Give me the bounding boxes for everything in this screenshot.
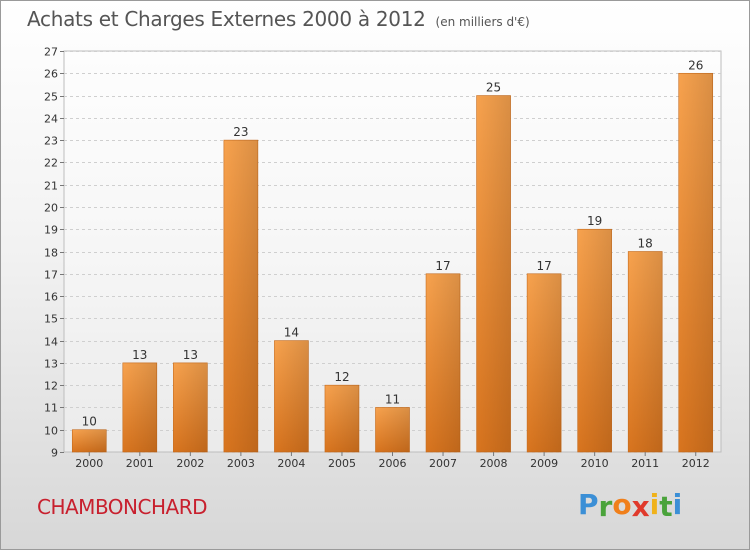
bar-shade [173, 362, 208, 452]
bar-shade [476, 95, 511, 453]
y-tick-label: 19 [44, 224, 58, 237]
y-tick-label: 21 [44, 180, 58, 193]
y-tick-label: 25 [44, 91, 58, 104]
y-tick-label: 23 [44, 135, 58, 148]
y-tick-label: 11 [44, 402, 58, 415]
logo-letter: x [631, 490, 650, 523]
place-name: CHAMBONCHARD [37, 495, 208, 519]
bar-value-label: 10 [82, 415, 97, 429]
y-tick-label: 26 [44, 68, 58, 81]
proxiti-logo[interactable]: Proxiti [578, 488, 683, 523]
bar-shade [628, 251, 663, 452]
bar-shade [223, 140, 258, 452]
bar-shade [527, 273, 562, 452]
y-tick-label: 20 [44, 202, 58, 215]
bar-value-label: 18 [638, 237, 653, 251]
y-tick-label: 12 [44, 380, 58, 393]
logo-letter: t [659, 490, 673, 523]
logo-letter: o [612, 488, 632, 521]
bar-value-label: 13 [183, 348, 198, 362]
x-tick-label: 2007 [429, 457, 457, 470]
x-tick-label: 2000 [75, 457, 103, 470]
y-tick-label: 15 [44, 313, 58, 326]
x-tick-label: 2002 [176, 457, 204, 470]
x-tick-label: 2003 [227, 457, 255, 470]
bar-shade [375, 407, 410, 452]
bar-value-label: 17 [536, 259, 551, 273]
bar-shade [678, 73, 713, 453]
y-tick-label: 14 [44, 336, 58, 349]
logo-letter: i [649, 488, 660, 521]
chart-unit: (en milliers d'€) [435, 15, 530, 29]
y-tick-label: 16 [44, 291, 58, 304]
y-tick-label: 24 [44, 113, 58, 126]
bar-value-label: 25 [486, 81, 501, 95]
logo-letter: P [578, 488, 599, 521]
bar-value-label: 17 [435, 259, 450, 273]
y-tick-label: 9 [51, 447, 58, 460]
bar-value-label: 14 [284, 326, 299, 340]
bar-shade [577, 229, 612, 452]
bar-value-label: 13 [132, 348, 147, 362]
y-tick-label: 17 [44, 269, 58, 282]
chart-title: Achats et Charges Externes 2000 à 2012 (e… [27, 7, 530, 31]
bar-value-label: 11 [385, 392, 400, 406]
bar-value-label: 23 [233, 125, 248, 139]
bar-value-label: 26 [688, 58, 703, 72]
x-tick-label: 2008 [480, 457, 508, 470]
x-tick-label: 2012 [682, 457, 710, 470]
y-tick-label: 10 [44, 425, 58, 438]
x-tick-label: 2009 [530, 457, 558, 470]
x-tick-label: 2010 [581, 457, 609, 470]
bar-shade [324, 385, 359, 452]
x-tick-label: 2006 [379, 457, 407, 470]
y-tick-label: 27 [44, 46, 58, 59]
bar-shade [72, 429, 107, 452]
x-tick-label: 2001 [126, 457, 154, 470]
x-tick-label: 2005 [328, 457, 356, 470]
bar-shade [426, 273, 461, 452]
y-tick-label: 22 [44, 157, 58, 170]
logo-letter: r [598, 490, 613, 523]
y-tick-label: 18 [44, 247, 58, 260]
bar-shade [274, 340, 309, 452]
x-tick-label: 2004 [277, 457, 305, 470]
chart-title-text: Achats et Charges Externes 2000 à 2012 [27, 7, 426, 31]
bar-shade [122, 362, 157, 452]
x-tick-label: 2011 [631, 457, 659, 470]
logo-letter: i [672, 488, 683, 521]
bar-value-label: 12 [334, 370, 349, 384]
bar-value-label: 19 [587, 214, 602, 228]
y-tick-label: 13 [44, 358, 58, 371]
